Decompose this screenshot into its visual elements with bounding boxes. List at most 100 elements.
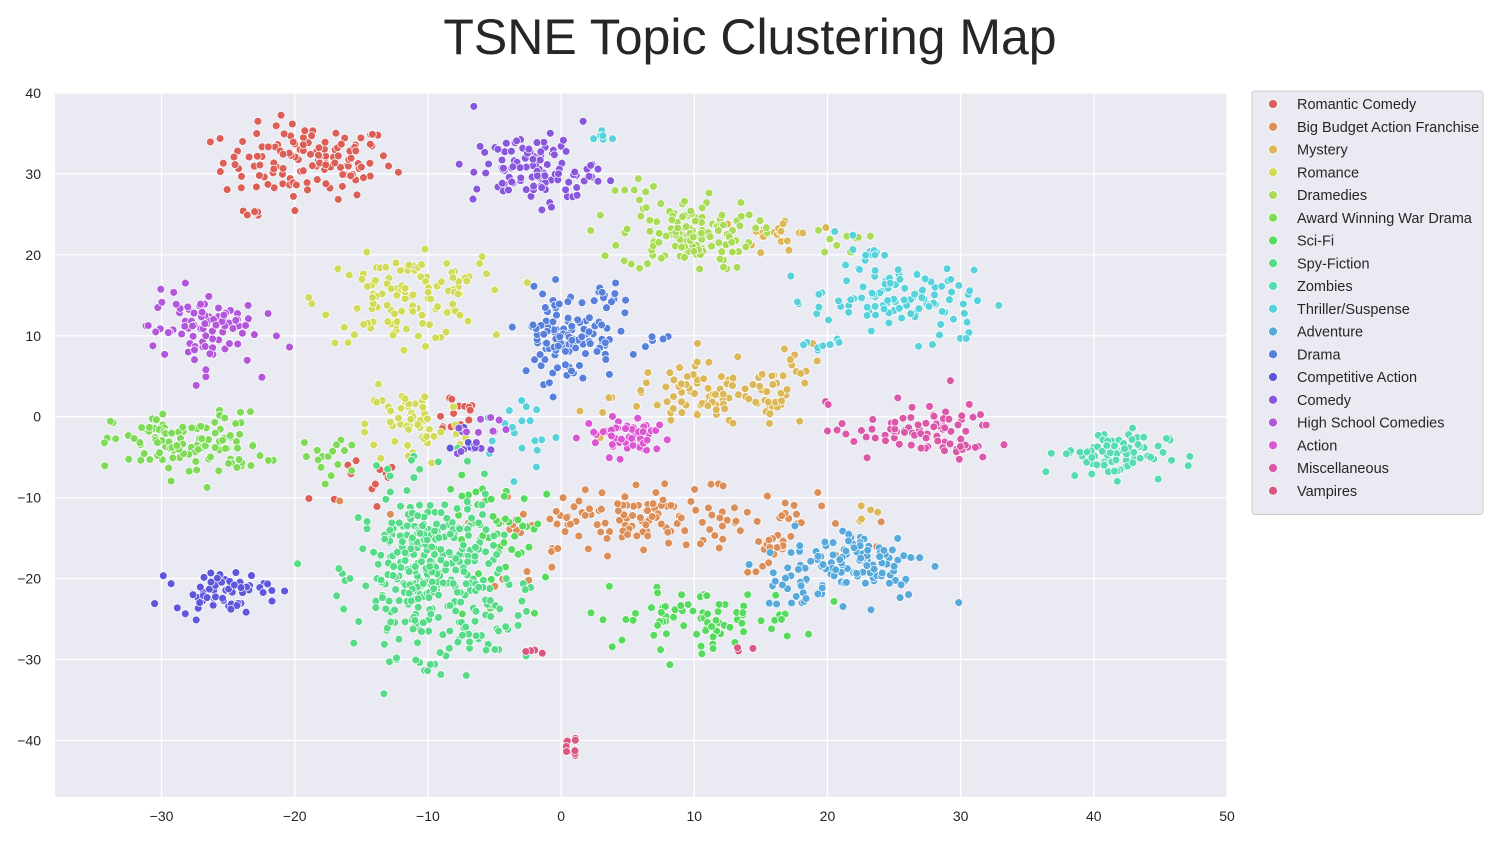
data-point bbox=[306, 150, 315, 159]
data-point bbox=[728, 247, 737, 257]
data-point bbox=[326, 471, 336, 480]
data-point bbox=[636, 513, 645, 522]
series-15 bbox=[572, 412, 672, 464]
data-point bbox=[778, 580, 787, 590]
data-point bbox=[532, 446, 542, 455]
data-point bbox=[870, 250, 880, 260]
data-point bbox=[383, 464, 392, 474]
data-point bbox=[765, 548, 775, 557]
data-point bbox=[567, 366, 576, 376]
data-point bbox=[559, 136, 568, 145]
data-point bbox=[501, 514, 510, 524]
data-point bbox=[522, 607, 531, 616]
data-point bbox=[362, 524, 372, 534]
data-point bbox=[384, 161, 393, 171]
data-point bbox=[641, 342, 650, 351]
data-point bbox=[331, 128, 341, 138]
data-point bbox=[574, 496, 584, 506]
data-point bbox=[218, 436, 227, 445]
data-point bbox=[445, 644, 454, 653]
data-point bbox=[999, 440, 1009, 449]
data-point bbox=[472, 438, 481, 447]
legend-marker bbox=[1268, 349, 1278, 360]
data-point bbox=[714, 543, 724, 553]
data-point bbox=[879, 304, 889, 314]
data-point bbox=[862, 311, 872, 320]
data-point bbox=[388, 330, 398, 340]
data-point bbox=[719, 262, 728, 272]
data-point bbox=[463, 557, 472, 567]
data-point bbox=[1062, 449, 1071, 459]
data-point bbox=[731, 516, 741, 526]
data-point bbox=[453, 587, 462, 597]
data-point bbox=[532, 462, 541, 472]
data-point bbox=[956, 442, 965, 451]
data-point bbox=[642, 435, 652, 445]
data-point bbox=[718, 534, 727, 544]
data-point bbox=[139, 449, 149, 458]
data-point bbox=[946, 427, 956, 436]
legend-entry: Adventure bbox=[1297, 325, 1363, 341]
data-point bbox=[666, 416, 676, 425]
data-point bbox=[429, 432, 439, 441]
data-point bbox=[1047, 449, 1056, 458]
data-point bbox=[255, 171, 264, 180]
data-point bbox=[1146, 452, 1155, 462]
data-point bbox=[784, 245, 794, 255]
data-point bbox=[533, 519, 543, 529]
data-point bbox=[561, 147, 571, 156]
data-point bbox=[481, 168, 490, 178]
data-point bbox=[397, 306, 406, 316]
data-point bbox=[196, 299, 205, 309]
data-point bbox=[288, 119, 297, 129]
legend-entry: Sci-Fi bbox=[1297, 234, 1334, 250]
data-point bbox=[501, 622, 510, 631]
data-point bbox=[543, 160, 552, 169]
data-point bbox=[248, 441, 257, 451]
data-point bbox=[574, 531, 584, 541]
data-point bbox=[901, 575, 911, 584]
y-tick-label: 20 bbox=[25, 247, 41, 263]
data-point bbox=[440, 500, 449, 510]
data-point bbox=[954, 281, 964, 290]
data-point bbox=[299, 140, 308, 150]
data-point bbox=[474, 583, 483, 592]
data-point bbox=[994, 301, 1004, 310]
data-point bbox=[1087, 453, 1097, 462]
data-point bbox=[925, 402, 934, 411]
data-point bbox=[517, 596, 527, 606]
data-point bbox=[776, 227, 786, 236]
data-point bbox=[658, 495, 668, 505]
data-point bbox=[332, 440, 341, 449]
data-point bbox=[512, 136, 521, 146]
data-point bbox=[577, 332, 587, 342]
data-point bbox=[470, 552, 480, 561]
data-point bbox=[756, 616, 766, 625]
data-point bbox=[456, 447, 466, 456]
chart-title: TSNE Topic Clustering Map bbox=[443, 9, 1057, 65]
data-point bbox=[593, 177, 603, 186]
data-point bbox=[548, 392, 558, 402]
data-point bbox=[414, 594, 423, 604]
legend-entry: Drama bbox=[1297, 347, 1341, 363]
data-point bbox=[246, 407, 255, 416]
data-point bbox=[764, 535, 774, 545]
data-point bbox=[392, 547, 402, 557]
y-tick-label: 0 bbox=[33, 409, 41, 425]
data-point bbox=[929, 411, 939, 421]
data-point bbox=[493, 145, 503, 154]
data-point bbox=[942, 264, 952, 273]
data-point bbox=[1139, 432, 1148, 442]
data-point bbox=[494, 415, 504, 425]
y-tick-label: −30 bbox=[17, 651, 41, 667]
data-point bbox=[1167, 456, 1176, 465]
series-9 bbox=[484, 126, 1004, 486]
data-point bbox=[885, 579, 894, 588]
data-point bbox=[468, 194, 478, 204]
data-point bbox=[202, 593, 212, 602]
data-point bbox=[189, 308, 199, 318]
data-point bbox=[436, 555, 446, 565]
data-point bbox=[597, 320, 606, 330]
data-point bbox=[570, 746, 580, 755]
data-point bbox=[221, 444, 230, 453]
